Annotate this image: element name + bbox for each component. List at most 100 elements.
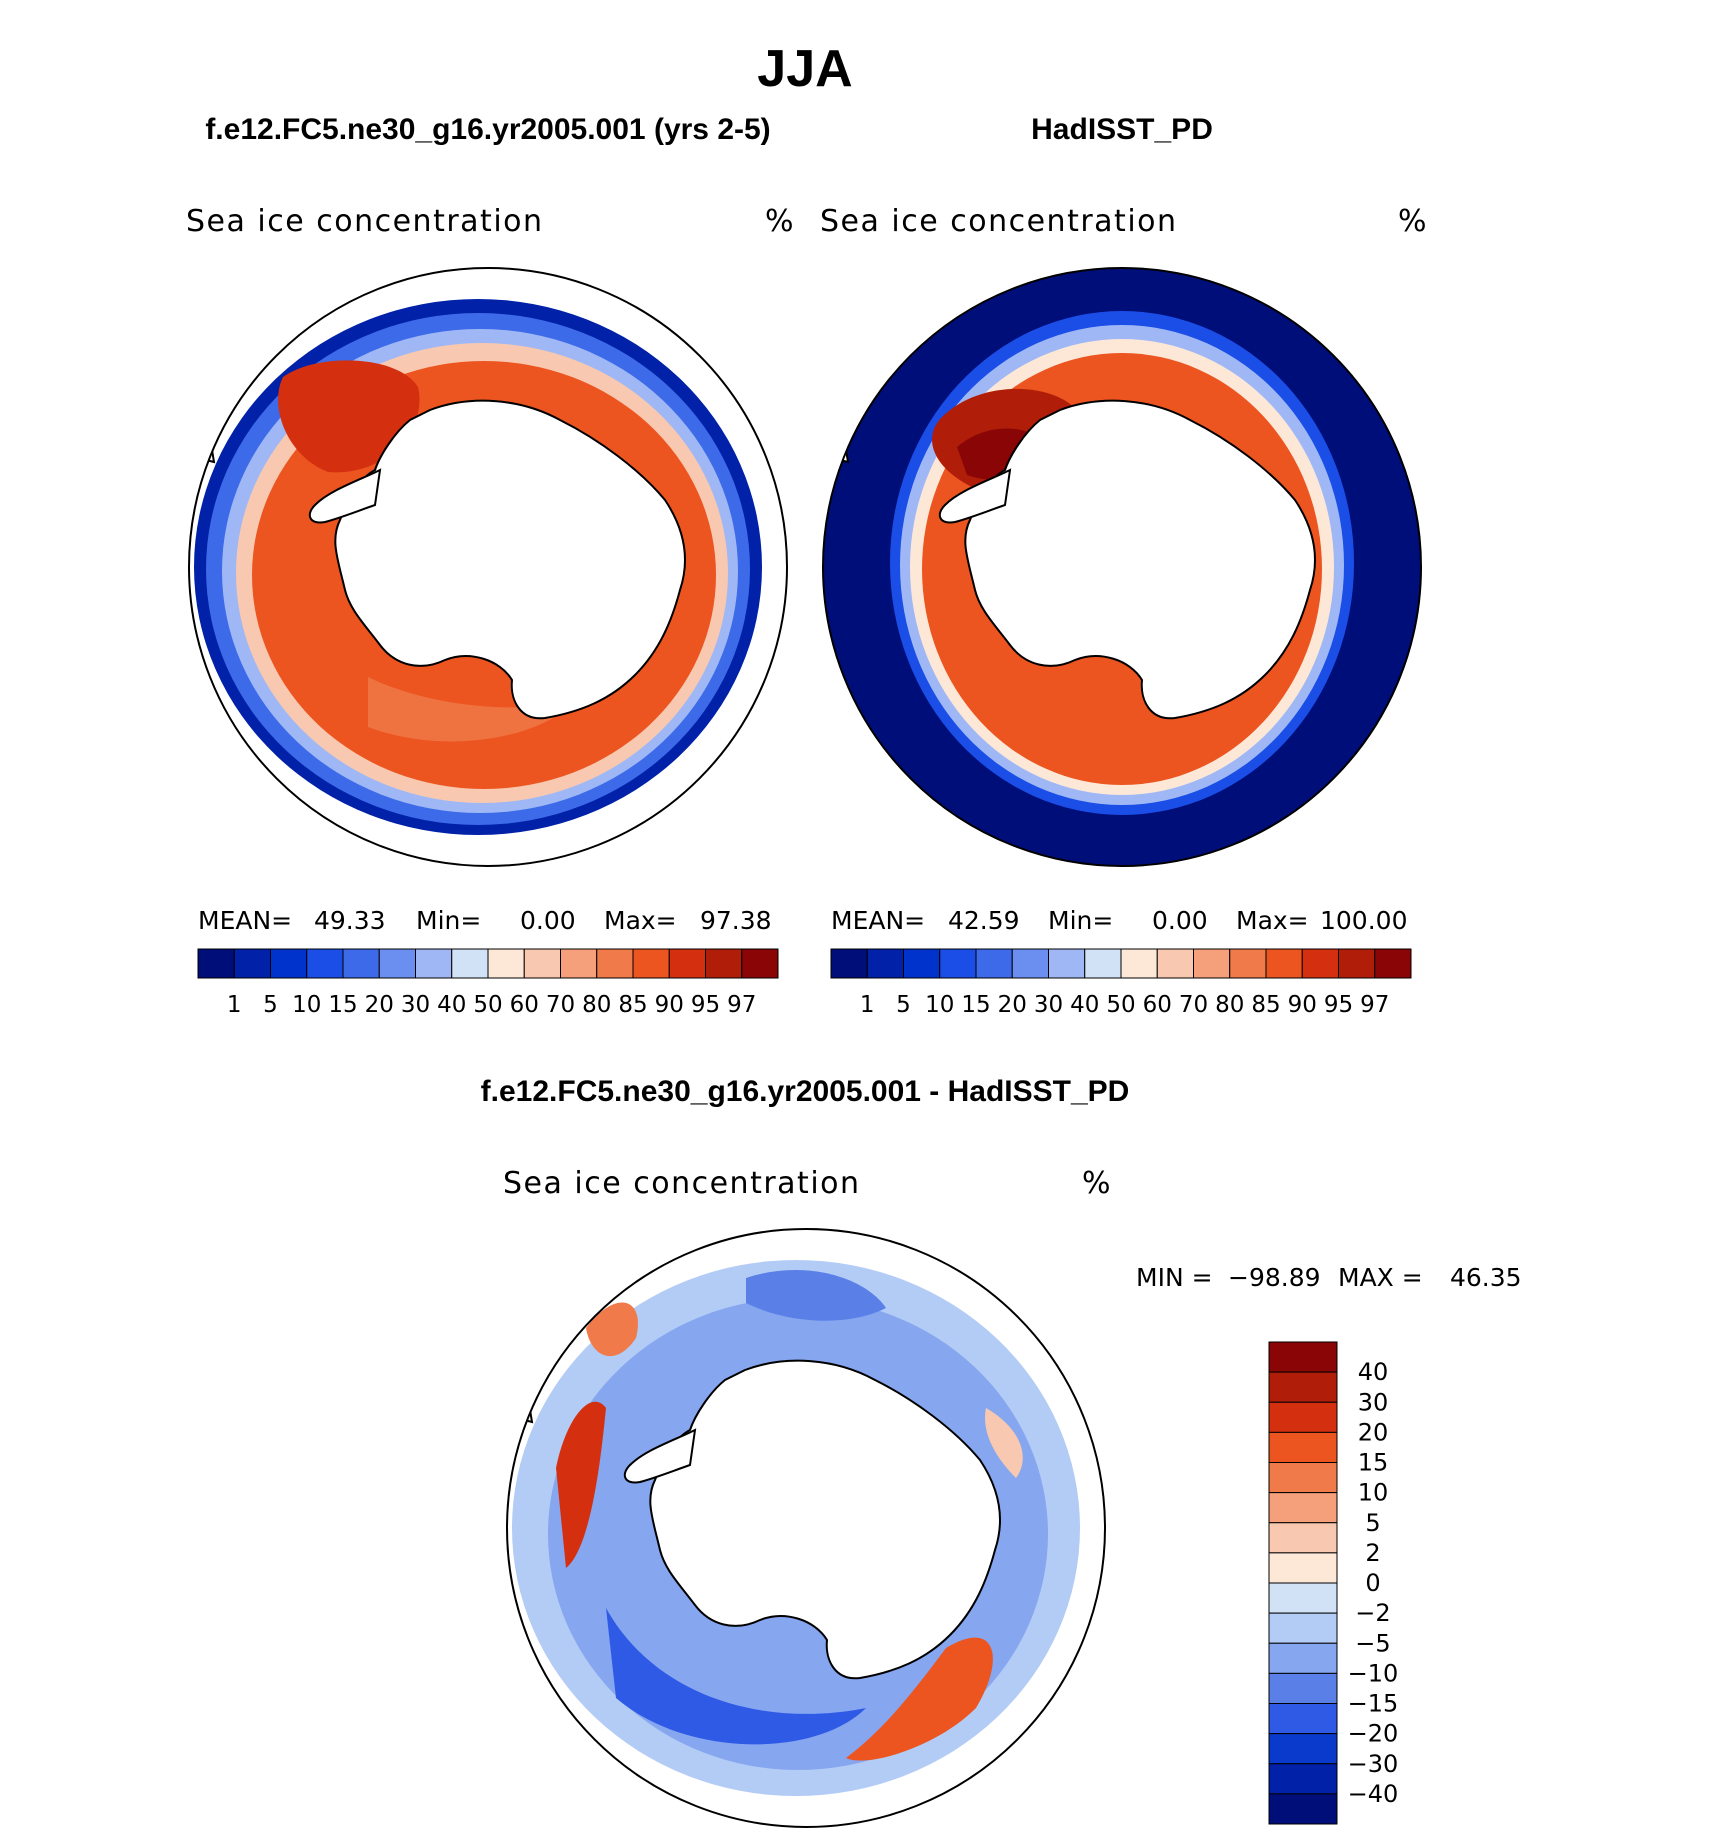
colorbar-tick-label: 97 [727,992,756,1018]
panel-model-min-label: Min= [416,906,481,935]
colorbar-swatch [830,948,868,979]
panel-obs-mean-label: MEAN= [831,906,925,935]
antarctica-landmass [649,1359,1001,1680]
colorbar-swatch [1268,1492,1338,1524]
panel-obs-case-title: HadISST_PD [1031,113,1213,146]
antarctic-peninsula [623,1428,697,1484]
colorbar-tick-label: 50 [1106,992,1135,1018]
colorbar-tick-label: 5 [263,992,278,1018]
panel-diff-stats: MIN = −98.89 MAX = 46.35 [1136,1263,1522,1292]
antarctic-peninsula [938,468,1012,524]
colorbar-swatch [1265,948,1303,979]
diff-negative-patch-north [746,1269,886,1321]
colorbar-swatch [975,948,1013,979]
diff-positive-patch-west [556,1401,606,1568]
colorbar-swatch [1268,1763,1338,1795]
colorbar-tick-label: 40 [437,992,466,1018]
panel-model-map-border [188,267,788,867]
colorbar-swatch [342,948,380,979]
colorbar-swatch [1268,1371,1338,1403]
panel-model-case-title: f.e12.FC5.ne30_g16.yr2005.001 (yrs 2-5) [205,113,770,146]
colorbar-swatch [596,948,634,979]
colorbar-tick-label: −15 [1348,1690,1399,1718]
panel-diff-min-label: MIN = [1136,1263,1213,1292]
panel-obs-colorbar: 1 5 10 15 20 30 40 50 60 70 80 85 90 95 97 [830,948,1412,1018]
colorbar-tick-label: 15 [1358,1449,1389,1477]
antarctica-landmass [964,399,1316,720]
panel-obs-stats: MEAN= 42.59 Min= 0.00 Max= 100.00 [831,906,1407,935]
colorbar-tick-label: 10 [292,992,321,1018]
colorbar-tick-label: 15 [961,992,990,1018]
colorbar-swatch [1193,948,1231,979]
colorbar-swatch [1120,948,1158,979]
colorbar-tick-label: −20 [1348,1720,1399,1748]
colorbar-tick-label: 97 [1360,992,1389,1018]
colorbar-tick-label: 10 [1358,1479,1389,1507]
colorbar-tick-label: 50 [473,992,502,1018]
diff-positive-patch-northwest [586,1302,638,1357]
colorbar-tick-label: 80 [1215,992,1244,1018]
panel-obs-units-label: % [1398,204,1428,239]
colorbar-tick-label: 70 [1179,992,1208,1018]
antarctic-peninsula [308,468,382,524]
sea-ice-dense-patch [278,360,420,473]
panel-model-units-label: % [765,204,795,239]
panel-model-max-label: Max= [604,906,677,935]
colorbar-tick-label: 5 [1365,1509,1380,1537]
panel-diff-variable-label: Sea ice concentration [503,1166,861,1201]
colorbar-tick-label: 1 [227,992,242,1018]
colorbar-swatch [1268,1733,1338,1765]
colorbar-swatch [378,948,416,979]
colorbar-tick-label: 90 [655,992,684,1018]
colorbar-tick-label: −40 [1348,1780,1399,1808]
colorbar-swatch [866,948,904,979]
colorbar-swatch [560,948,598,979]
colorbar-tick-label: 30 [401,992,430,1018]
colorbar-swatch [1011,948,1049,979]
colorbar-swatch [1268,1341,1338,1373]
sea-ice-patch-south [368,677,578,742]
panel-model-max-value: 97.38 [700,906,772,935]
colorbar-tick-label: 40 [1358,1358,1389,1386]
colorbar-tick-label: 85 [1251,992,1280,1018]
colorbar-tick-label: 0 [1365,1569,1380,1597]
colorbar-swatch [705,948,743,979]
colorbar-swatch [741,948,779,979]
colorbar-tick-label: 90 [1288,992,1317,1018]
colorbar-tick-label: 2 [1365,1539,1380,1567]
colorbar-swatch [415,948,453,979]
colorbar-swatch [1268,1431,1338,1463]
colorbar-tick-label: 60 [1143,992,1172,1018]
panel-diff-min-value: −98.89 [1228,1263,1321,1292]
panel-obs-variable-label: Sea ice concentration [820,204,1178,239]
colorbar-tick-label: 80 [582,992,611,1018]
panel-obs-map-border [822,267,1422,867]
colorbar-swatch [1268,1522,1338,1554]
colorbar-swatch [487,948,525,979]
colorbar-swatch [1268,1672,1338,1704]
colorbar-swatch [1048,948,1086,979]
panel-diff-map [507,1229,1105,1827]
panel-model-min-value: 0.00 [520,906,576,935]
colorbar-swatch [1268,1793,1338,1825]
colorbar-tick-label: −30 [1348,1750,1399,1778]
colorbar-tick-label: 20 [998,992,1027,1018]
colorbar-tick-label: 20 [365,992,394,1018]
colorbar-swatch [939,948,977,979]
panel-diff: f.e12.FC5.ne30_g16.yr2005.001 - HadISST_… [481,1075,1522,1828]
colorbar-swatch [1156,948,1194,979]
colorbar-tick-label: 95 [1324,992,1353,1018]
colorbar-swatch [903,948,941,979]
colorbar-swatch [197,948,235,979]
colorbar-swatch [632,948,670,979]
diff-positive-patch-east [985,1408,1023,1478]
panel-diff-map-border [506,1228,1106,1828]
colorbar-swatch [1301,948,1339,979]
colorbar-swatch [233,948,271,979]
colorbar-swatch [1338,948,1376,979]
colorbar-tick-label: 95 [691,992,720,1018]
figure-title: JJA [757,40,852,98]
panel-model-mean-label: MEAN= [198,906,292,935]
colorbar-swatch [451,948,489,979]
